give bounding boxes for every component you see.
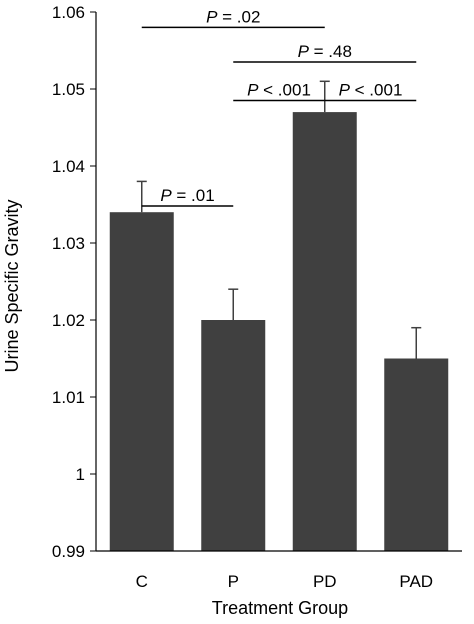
- x-ticks-group: C P PD PAD: [136, 572, 433, 591]
- p-symbol: P: [160, 186, 172, 205]
- p-value: = .48: [309, 42, 352, 61]
- p-symbol: P: [247, 81, 259, 100]
- significance-label: P = .48: [298, 42, 352, 61]
- significance-label: P = .01: [160, 186, 214, 205]
- bars-group: [109, 112, 449, 551]
- significance-label: P < .001: [247, 81, 311, 100]
- y-ticks-group: 0.99 1 1.01 1.02 1.03 1.04 1.05 1.06: [52, 3, 96, 561]
- y-tick-label: 1.04: [52, 157, 85, 176]
- p-symbol: P: [206, 7, 218, 26]
- significance-label: P < .001: [339, 81, 403, 100]
- y-tick-label: 1.03: [52, 234, 85, 253]
- y-axis-title: Urine Specific Gravity: [2, 199, 22, 372]
- p-symbol: P: [298, 42, 310, 61]
- y-tick-label: 1.01: [52, 388, 85, 407]
- y-tick-label: 1: [76, 465, 85, 484]
- bar-pd: [292, 112, 357, 551]
- y-tick-label: 1.06: [52, 3, 85, 22]
- y-tick-label: 0.99: [52, 542, 85, 561]
- significance-label: P = .02: [206, 7, 260, 26]
- axes-group: [95, 12, 462, 552]
- bar-c: [109, 212, 174, 551]
- p-value: = .02: [217, 7, 260, 26]
- y-tick-label: 1.02: [52, 311, 85, 330]
- p-value: < .001: [258, 81, 310, 100]
- p-value: = .01: [172, 186, 215, 205]
- bar-p: [201, 320, 266, 551]
- x-tick-label: PD: [313, 572, 337, 591]
- p-value: < .001: [350, 81, 402, 100]
- y-tick-label: 1.05: [52, 80, 85, 99]
- x-tick-label: C: [136, 572, 148, 591]
- x-tick-label: P: [228, 572, 239, 591]
- x-tick-label: PAD: [399, 572, 433, 591]
- x-axis-title: Treatment Group: [212, 598, 348, 618]
- bar-pad: [384, 358, 449, 551]
- p-symbol: P: [339, 81, 351, 100]
- error-bars-group: [136, 80, 422, 359]
